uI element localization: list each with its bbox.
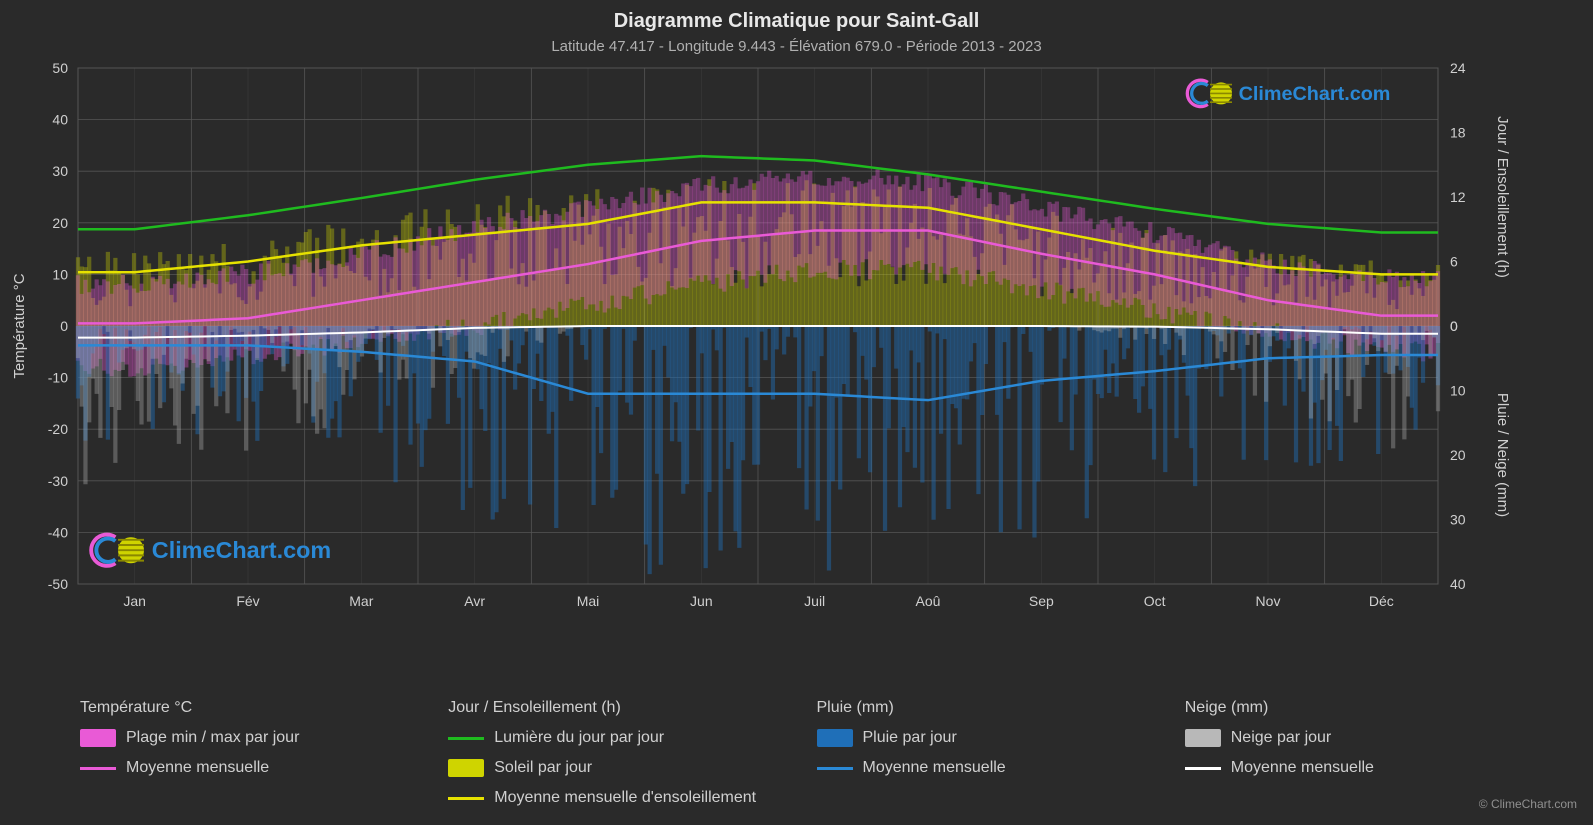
month-label: Nov — [1256, 593, 1281, 609]
y-left-tick: 20 — [52, 215, 68, 231]
watermark-text: ClimeChart.com — [152, 537, 331, 563]
legend-line-icon — [817, 767, 853, 770]
legend-item: Moyenne mensuelle — [1185, 759, 1513, 777]
y-left-tick: 30 — [52, 163, 68, 179]
legend-line-icon — [1185, 767, 1221, 770]
legend-header: Pluie (mm) — [817, 699, 1145, 717]
legend-swatch-icon — [1185, 729, 1221, 747]
legend-item: Neige par jour — [1185, 729, 1513, 747]
legend-line-icon — [80, 767, 116, 770]
y-left-tick: -40 — [48, 524, 68, 540]
credit-text: © ClimeChart.com — [1479, 797, 1577, 811]
climate-chart-container: Diagramme Climatique pour Saint-Gall Lat… — [0, 0, 1593, 825]
y-left-tick: -10 — [48, 370, 68, 386]
y-left-label: Température °C — [11, 273, 28, 378]
climechart-logo: ClimeChart.com — [1187, 80, 1390, 106]
legend-swatch-icon — [80, 729, 116, 747]
month-label: Oct — [1144, 593, 1166, 609]
legend-item: Soleil par jour — [448, 759, 776, 777]
legend-header: Neige (mm) — [1185, 699, 1513, 717]
legend-item: Moyenne mensuelle — [817, 759, 1145, 777]
legend-item: Pluie par jour — [817, 729, 1145, 747]
y-right-hours-tick: 24 — [1450, 60, 1466, 76]
legend-label: Moyenne mensuelle — [1231, 759, 1374, 777]
legend-item: Moyenne mensuelle — [80, 759, 408, 777]
y-right-hours-tick: 12 — [1450, 189, 1466, 205]
legend-swatch-icon — [448, 759, 484, 777]
legend-item: Lumière du jour par jour — [448, 729, 776, 747]
legend-label: Moyenne mensuelle — [126, 759, 269, 777]
y-right-mm-tick: 10 — [1450, 383, 1466, 399]
y-left-tick: 0 — [60, 318, 68, 334]
month-label: Mai — [577, 593, 600, 609]
month-label: Fév — [236, 593, 259, 609]
y-right-top-label: Jour / Ensoleillement (h) — [1494, 116, 1511, 278]
y-left-tick: -20 — [48, 421, 68, 437]
climechart-logo: ClimeChart.com — [91, 535, 331, 566]
month-label: Jun — [690, 593, 713, 609]
y-left-tick: 10 — [52, 266, 68, 282]
y-right-mm-tick: 20 — [1450, 447, 1466, 463]
legend-label: Plage min / max par jour — [126, 729, 299, 747]
legend-item: Moyenne mensuelle d'ensoleillement — [448, 789, 776, 807]
legend-label: Moyenne mensuelle — [863, 759, 1006, 777]
legend-label: Soleil par jour — [494, 759, 592, 777]
legend-area: Température °C Plage min / max par jour Mo… — [80, 699, 1513, 807]
month-label: Juil — [804, 593, 825, 609]
legend-column: Température °C Plage min / max par jour Mo… — [80, 699, 408, 807]
legend-header: Jour / Ensoleillement (h) — [448, 699, 776, 717]
month-label: Jan — [123, 593, 146, 609]
legend-label: Neige par jour — [1231, 729, 1332, 747]
y-left-tick: -30 — [48, 473, 68, 489]
y-right-mm-tick: 0 — [1450, 318, 1458, 334]
y-right-mm-tick: 40 — [1450, 576, 1466, 592]
month-label: Sep — [1029, 593, 1054, 609]
y-left-tick: 40 — [52, 112, 68, 128]
y-right-hours-tick: 18 — [1450, 125, 1466, 141]
legend-line-icon — [448, 737, 484, 740]
legend-header: Température °C — [80, 699, 408, 717]
legend-item: Plage min / max par jour — [80, 729, 408, 747]
y-left-tick: 50 — [52, 60, 68, 76]
legend-swatch-icon — [817, 729, 853, 747]
month-label: Aoû — [916, 593, 941, 609]
legend-column: Jour / Ensoleillement (h) Lumière du jour… — [448, 699, 776, 807]
y-right-mm-tick: 30 — [1450, 512, 1466, 528]
legend-label: Moyenne mensuelle d'ensoleillement — [494, 789, 756, 807]
month-label: Déc — [1369, 593, 1394, 609]
legend-label: Pluie par jour — [863, 729, 957, 747]
y-right-bottom-label: Pluie / Neige (mm) — [1494, 393, 1511, 517]
legend-column: Neige (mm) Neige par jour Moyenne mensuell… — [1185, 699, 1513, 807]
y-left-tick: -50 — [48, 576, 68, 592]
legend-line-icon — [448, 797, 484, 800]
legend-label: Lumière du jour par jour — [494, 729, 664, 747]
y-right-hours-tick: 6 — [1450, 254, 1458, 270]
month-label: Mar — [349, 593, 373, 609]
legend-column: Pluie (mm) Pluie par jour Moyenne mensuell… — [817, 699, 1145, 807]
month-label: Avr — [464, 593, 485, 609]
watermark-text: ClimeChart.com — [1239, 83, 1391, 105]
